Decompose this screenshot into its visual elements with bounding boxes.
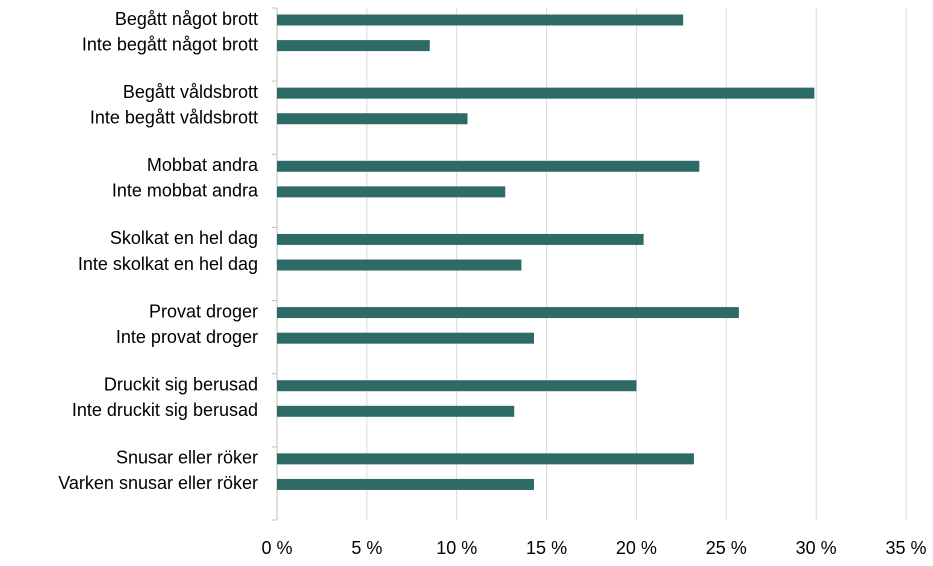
y-tick-label: Skolkat en hel dag [110, 228, 258, 248]
y-tick-label: Varken snusar eller röker [58, 473, 258, 493]
bar [277, 478, 534, 490]
bar [277, 14, 684, 26]
bar [277, 332, 534, 344]
x-tick-label: 30 % [796, 538, 837, 558]
y-tick-label: Inte begått våldsbrott [90, 107, 258, 127]
x-tick-label: 35 % [885, 538, 926, 558]
x-tick-label: 20 % [616, 538, 657, 558]
x-tick-label: 0 % [261, 538, 292, 558]
bar [277, 453, 694, 465]
bar [277, 40, 430, 52]
y-tick-label: Inte provat droger [116, 327, 258, 347]
y-tick-label: Druckit sig berusad [104, 374, 258, 394]
bar [277, 186, 506, 198]
y-tick-label: Inte druckit sig berusad [72, 400, 258, 420]
x-tick-label: 5 % [351, 538, 382, 558]
bar [277, 307, 739, 319]
bar [277, 259, 522, 271]
y-tick-label: Snusar eller röker [116, 448, 258, 468]
y-tick-label: Mobbat andra [147, 155, 259, 175]
bar [277, 233, 644, 245]
y-tick-label: Begått något brott [115, 9, 258, 29]
y-tick-label: Inte mobbat andra [112, 181, 259, 201]
y-tick-label: Provat droger [149, 301, 258, 321]
bar [277, 405, 515, 417]
bar [277, 113, 468, 125]
bar [277, 160, 700, 172]
y-tick-label: Inte begått något brott [82, 34, 258, 54]
y-tick-label: Inte skolkat en hel dag [78, 254, 258, 274]
y-tick-label: Begått våldsbrott [123, 82, 258, 102]
x-tick-label: 10 % [436, 538, 477, 558]
x-tick-label: 15 % [526, 538, 567, 558]
x-tick-label: 25 % [706, 538, 747, 558]
bar [277, 380, 637, 392]
bar [277, 87, 815, 99]
